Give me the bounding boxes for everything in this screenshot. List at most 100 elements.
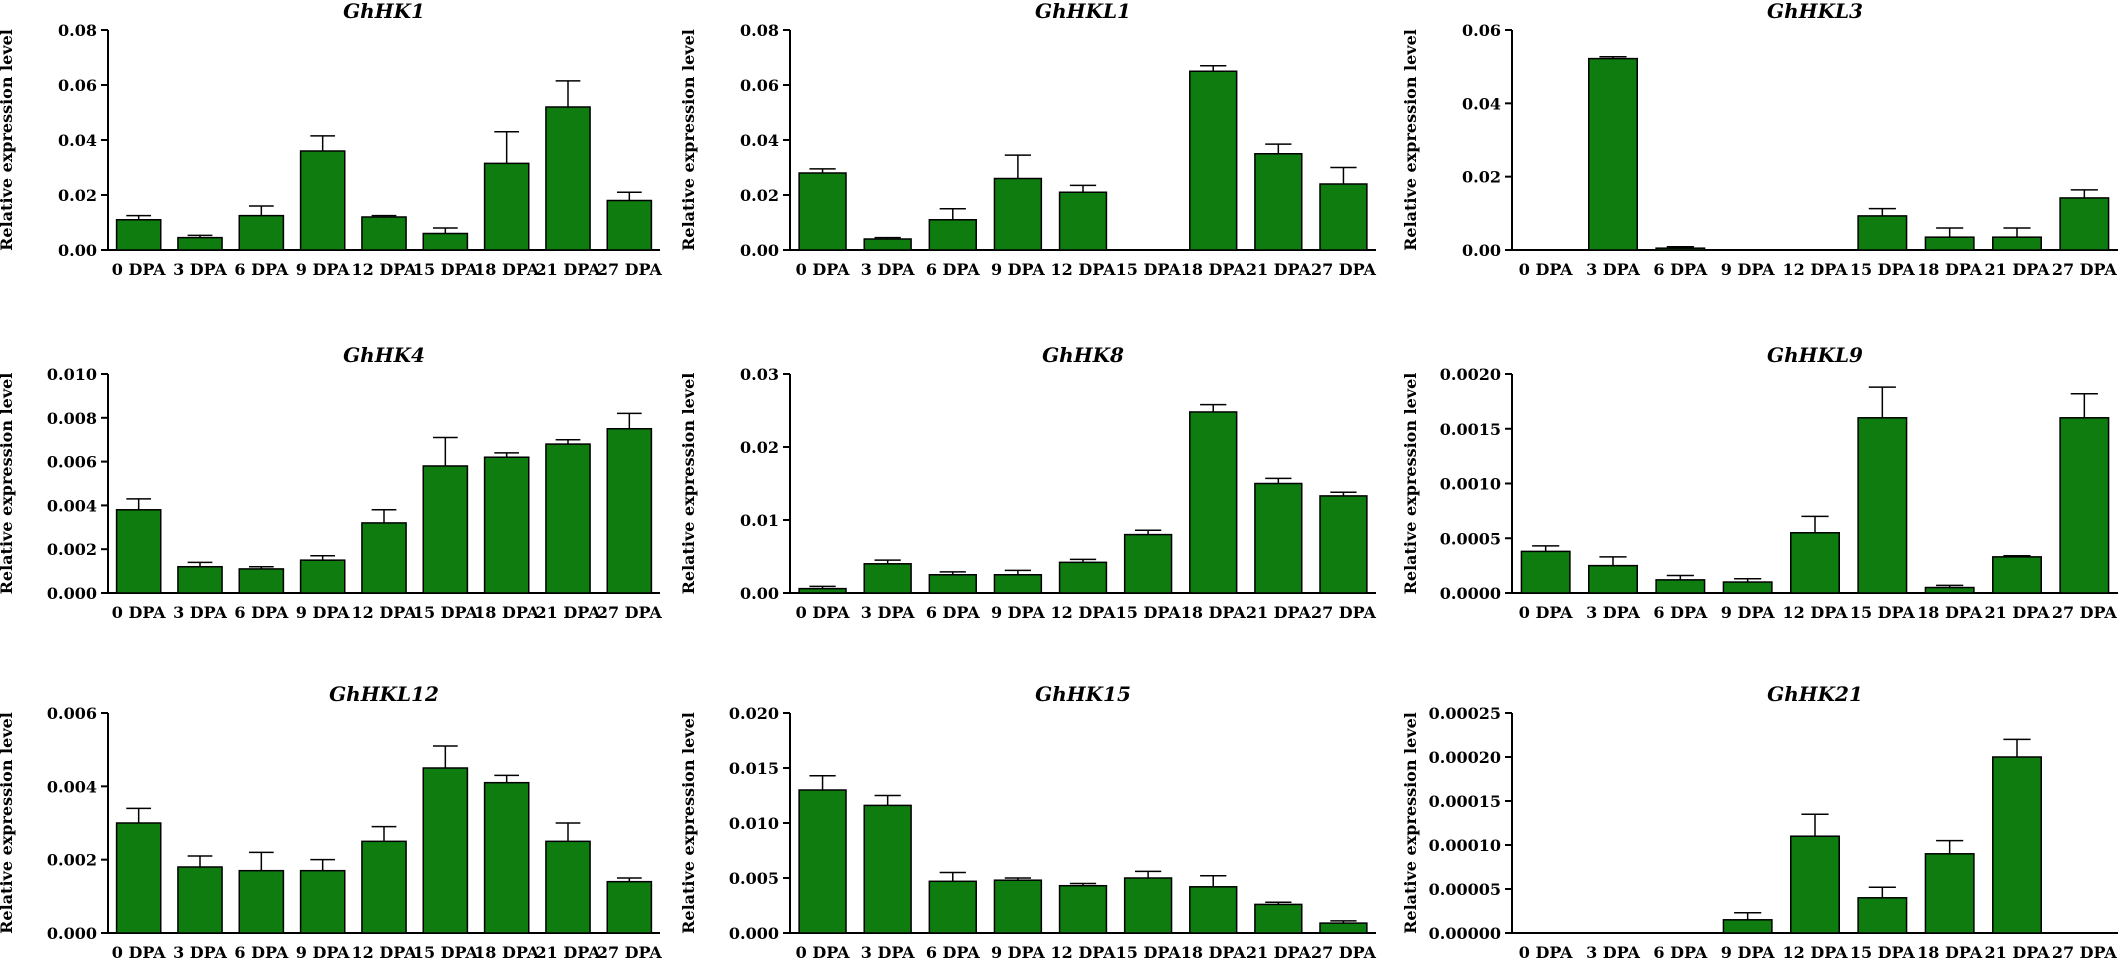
x-tick-label: 6 DPA <box>234 260 288 279</box>
x-tick-label: 6 DPA <box>1653 603 1707 622</box>
x-tick-label: 12 DPA <box>1051 943 1117 962</box>
bar-6-DPA <box>928 219 977 251</box>
y-tick-label: 0.002 <box>47 851 97 870</box>
y-tick-label: 0.01 <box>740 511 779 530</box>
x-tick-label: 12 DPA <box>352 943 418 962</box>
bar-3-DPA <box>1588 57 1638 251</box>
x-tick-label: 21 DPA <box>536 603 602 622</box>
bar-15-DPA <box>1123 877 1173 934</box>
bar-6-DPA <box>928 574 977 594</box>
bar-15-DPA <box>1857 417 1908 594</box>
x-tick-label: 0 DPA <box>796 603 850 622</box>
bar-9-DPA <box>1722 581 1773 594</box>
y-tick-label: 0.02 <box>1462 168 1501 187</box>
x-tick-label: 9 DPA <box>991 603 1045 622</box>
x-tick-label: 21 DPA <box>1246 943 1312 962</box>
chart-title: GhHK1 <box>343 0 425 23</box>
x-tick-label: 6 DPA <box>1653 260 1707 279</box>
bar-27-DPA <box>1319 495 1368 594</box>
x-tick-label: 27 DPA <box>1311 603 1377 622</box>
x-tick-label: 0 DPA <box>796 943 850 962</box>
bar-21-DPA <box>1254 153 1303 251</box>
y-tick-label: 0.04 <box>740 131 779 150</box>
x-tick-label: 9 DPA <box>296 603 350 622</box>
y-axis-label: Relative expression level <box>679 712 698 934</box>
x-tick-label: 6 DPA <box>234 603 288 622</box>
chart-panel-GhHK8: GhHK8 Relative expression level 0.00 0.01 0.… <box>679 343 1377 622</box>
y-tick-label: 0.00025 <box>1429 704 1501 723</box>
x-tick-label: 9 DPA <box>1721 260 1775 279</box>
x-tick-label: 18 DPA <box>1917 260 1983 279</box>
y-tick-label: 0.0000 <box>1440 584 1501 603</box>
y-tick-label: 0.000 <box>729 924 779 943</box>
x-tick-label: 12 DPA <box>1051 260 1117 279</box>
x-tick-label: 18 DPA <box>1181 943 1247 962</box>
y-tick-label: 0.00010 <box>1429 836 1501 855</box>
chart-panel-GhHK21: GhHK21 Relative expression level 0.00000 0.… <box>1401 682 2118 962</box>
y-tick-label: 0.0015 <box>1440 420 1501 439</box>
bar-27-DPA <box>2059 417 2110 594</box>
x-tick-label: 9 DPA <box>1721 943 1775 962</box>
bar-21-DPA <box>545 106 591 251</box>
bar-27-DPA <box>606 199 653 251</box>
bar-18-DPA <box>1189 70 1238 251</box>
x-tick-label: 0 DPA <box>796 260 850 279</box>
y-axis-label: Relative expression level <box>0 29 16 251</box>
y-axis-label: Relative expression level <box>679 29 698 251</box>
y-tick-label: 0.0020 <box>1440 365 1501 384</box>
bar-0-DPA <box>798 789 847 934</box>
y-tick-label: 0.010 <box>729 814 779 833</box>
y-tick-label: 0.00 <box>1462 241 1501 260</box>
bar-6-DPA <box>238 568 285 594</box>
bar-12-DPA <box>1790 532 1840 594</box>
chart-title: GhHK15 <box>1035 682 1131 706</box>
y-tick-label: 0.006 <box>47 704 97 723</box>
bar-3-DPA <box>177 565 223 594</box>
x-tick-label: 3 DPA <box>861 943 915 962</box>
x-tick-label: 6 DPA <box>1653 943 1707 962</box>
y-tick-label: 0.008 <box>47 409 97 428</box>
bar-9-DPA <box>993 177 1043 251</box>
bar-21-DPA <box>1992 756 2042 934</box>
y-tick-label: 0.002 <box>47 540 97 559</box>
bar-27-DPA <box>1319 183 1368 251</box>
x-tick-label: 9 DPA <box>991 943 1045 962</box>
bar-6-DPA <box>238 869 285 934</box>
y-tick-label: 0.005 <box>729 869 779 888</box>
bar-15-DPA <box>1857 897 1908 934</box>
y-axis-label: Relative expression level <box>1401 373 1420 595</box>
y-tick-label: 0.006 <box>47 453 97 472</box>
y-tick-label: 0.000 <box>47 584 97 603</box>
chart-panel-GhHKL3: GhHKL3 Relative expression level 0.00 0.02 0… <box>1401 0 2118 279</box>
bar-27-DPA <box>606 428 653 594</box>
x-tick-label: 9 DPA <box>1721 603 1775 622</box>
y-tick-label: 0.00005 <box>1429 880 1501 899</box>
bar-21-DPA <box>1992 236 2042 251</box>
y-tick-label: 0.00020 <box>1429 748 1501 767</box>
x-tick-label: 3 DPA <box>861 603 915 622</box>
bar-3-DPA <box>863 238 912 251</box>
y-tick-label: 0.08 <box>58 21 97 40</box>
bar-6-DPA <box>238 214 285 251</box>
x-tick-label: 3 DPA <box>1586 943 1640 962</box>
bar-3-DPA <box>177 866 223 934</box>
bar-18-DPA <box>1924 236 1975 251</box>
bar-27-DPA <box>2059 197 2110 251</box>
bar-15-DPA <box>422 232 469 251</box>
bar-18-DPA <box>1924 853 1975 934</box>
bar-21-DPA <box>1992 556 2042 594</box>
chart-panel-GhHKL9: GhHKL9 Relative expression level 0.0000 0.0… <box>1401 343 2118 622</box>
x-tick-label: 21 DPA <box>1246 260 1312 279</box>
bar-9-DPA <box>299 559 346 594</box>
bar-9-DPA <box>299 150 346 251</box>
x-tick-label: 15 DPA <box>413 943 479 962</box>
chart-panel-GhHK15: GhHK15 Relative expression level 0.000 0.00… <box>679 682 1377 962</box>
chart-title: GhHK21 <box>1767 682 1863 706</box>
y-axis-label: Relative expression level <box>1401 712 1420 934</box>
x-tick-label: 15 DPA <box>413 603 479 622</box>
x-tick-label: 27 DPA <box>597 943 663 962</box>
y-tick-label: 0.010 <box>47 365 97 384</box>
bar-18-DPA <box>483 781 530 934</box>
y-tick-label: 0.02 <box>58 186 97 205</box>
